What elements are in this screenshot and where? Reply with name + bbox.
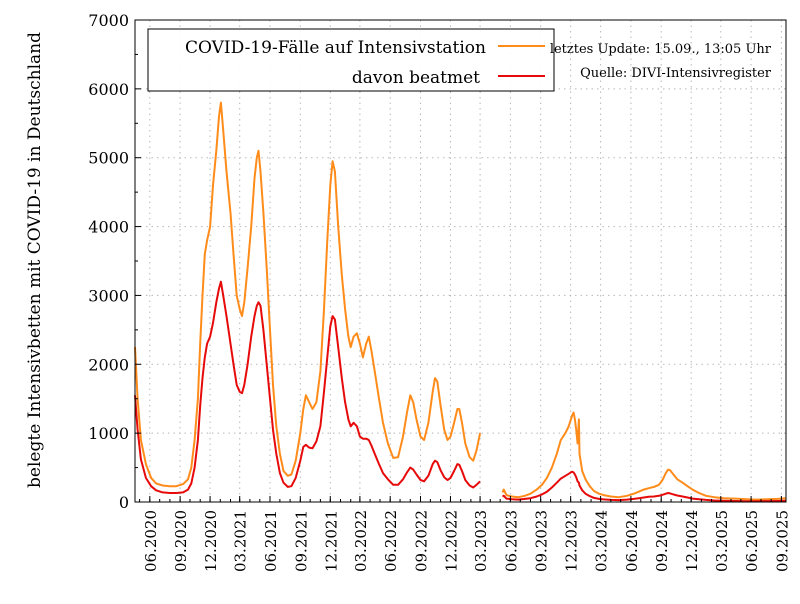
x-tick-label: 03.2021	[232, 510, 250, 572]
x-tick-label: 12.2022	[442, 510, 460, 572]
plot-frame	[134, 19, 787, 503]
series-layer	[134, 101, 787, 503]
x-tick-label: 12.2021	[322, 510, 340, 572]
y-tick-label: 5000	[88, 149, 129, 168]
x-tick-label: 06.2025	[743, 510, 761, 572]
legend: COVID-19-Fälle auf Intensivstation davon…	[147, 28, 555, 92]
grid	[135, 20, 786, 502]
series-line-0-segment-0	[134, 101, 482, 488]
x-tick-label: 03.2023	[472, 510, 490, 572]
y-axis-label: belegte Intensivbetten mit COVID-19 in D…	[25, 32, 45, 488]
y-tick-label: 2000	[88, 355, 129, 374]
x-tick-label: 06.2022	[382, 510, 400, 572]
x-tick-label: 09.2024	[653, 510, 671, 572]
y-tick-label: 7000	[88, 11, 129, 30]
x-tick-label: 12.2024	[683, 510, 701, 572]
x-tick-label: 03.2022	[352, 510, 370, 572]
legend-label-ventilated: davon beatmet	[352, 68, 480, 88]
x-tick-label: 12.2023	[563, 510, 581, 572]
series-line-1-segment-1	[502, 470, 787, 503]
y-tick-label: 0	[119, 493, 129, 512]
x-tick-label: 12.2020	[202, 510, 220, 572]
x-tick-label: 09.2023	[533, 510, 551, 572]
source-note: Quelle: DIVI-Intensivregister	[580, 66, 772, 81]
x-tick-label: 06.2024	[623, 510, 641, 572]
x-tick-label: 09.2020	[172, 510, 190, 572]
x-tick-label: 06.2021	[262, 510, 280, 572]
update-note: letztes Update: 15.09., 13:05 Uhr	[550, 42, 772, 57]
x-axis: 06.2020 09.2020 12.2020 03.2021 06.2021 09.20…	[139, 496, 791, 572]
series-line-1-segment-0	[134, 280, 481, 494]
y-tick-label: 4000	[88, 218, 129, 237]
y-axis: 0 1000 2000 3000 4000 5000 6000 7000	[88, 11, 141, 512]
legend-box	[147, 28, 555, 92]
legend-label-icu: COVID-19-Fälle auf Intensivstation	[185, 38, 486, 58]
x-tick-label: 06.2023	[502, 510, 520, 572]
x-tick-label: 03.2024	[593, 510, 611, 572]
x-tick-label: 09.2021	[292, 510, 310, 572]
x-tick-label: 09.2022	[412, 510, 430, 572]
x-tick-label: 06.2020	[142, 510, 160, 572]
y-tick-label: 6000	[88, 80, 129, 99]
y-tick-label: 1000	[88, 424, 129, 443]
x-tick-label: 03.2025	[713, 510, 731, 572]
series-line-0-segment-1	[501, 411, 787, 501]
x-tick-label: 09.2025	[773, 510, 791, 572]
y-tick-label: 3000	[88, 286, 129, 305]
